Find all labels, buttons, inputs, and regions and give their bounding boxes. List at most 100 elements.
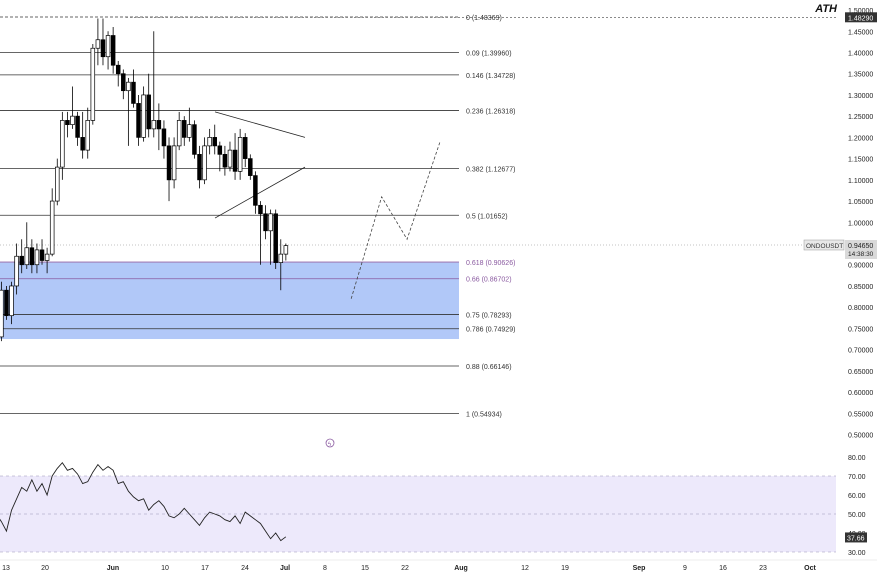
price-tick-label: 0.85000 (848, 284, 873, 291)
candle-body (60, 120, 65, 168)
price-tick-label: 0.90000 (848, 263, 873, 270)
price-tick-label: 1.30000 (848, 93, 873, 100)
fib-label: 0.618 (0.90626) (466, 260, 515, 267)
time-tick-label: 10 (161, 565, 169, 572)
candle-body (80, 137, 85, 151)
candle-body (166, 145, 172, 181)
price-tick-label: 1.35000 (848, 72, 873, 79)
time-tick-label: 15 (361, 565, 369, 572)
candle-body (115, 64, 121, 75)
candle-body (222, 154, 228, 168)
rsi-tick-label: 60.00 (848, 493, 866, 500)
candle-body (126, 81, 131, 92)
time-tick-label: 22 (401, 565, 409, 572)
time-tick-label: Oct (804, 565, 816, 572)
chart-title: ATH (815, 3, 837, 15)
fib-label: 0.146 (1.34728) (466, 73, 515, 80)
candle-body (24, 247, 30, 266)
candle-body (248, 158, 253, 176)
projection-path (350, 141, 441, 299)
candle-body (227, 149, 233, 168)
candle-body (283, 245, 289, 255)
candle-body (131, 81, 136, 104)
time-tick-label: 13 (2, 565, 10, 572)
candle-body (70, 115, 75, 126)
rsi-value-tag (845, 532, 867, 543)
price-tick-label: 1.25000 (848, 114, 873, 121)
ath-price-text: 1.48290 (848, 15, 873, 22)
candle-body (34, 249, 40, 266)
rsi-tick-label: 50.00 (848, 512, 866, 519)
drawings-layer (214, 111, 441, 299)
candle-body (49, 200, 55, 255)
price-tick-label: 0.80000 (848, 305, 873, 312)
time-tick-label: Jun (107, 565, 119, 572)
price-tick-label: 0.65000 (848, 369, 873, 376)
demand-zone (0, 262, 459, 340)
price-tick-label: 1.05000 (848, 199, 873, 206)
candle-body (263, 213, 268, 232)
price-tick-label: 1.15000 (848, 157, 873, 164)
price-tick-label: 0.50000 (848, 433, 873, 440)
candle-body (156, 120, 162, 130)
candles-layer (0, 18, 289, 342)
triangle-upper-line (214, 111, 306, 138)
fib-label: 0.09 (1.39960) (466, 51, 512, 58)
candle-body (39, 249, 45, 261)
candle-body (0, 289, 4, 338)
candle-body (136, 103, 141, 138)
candle-body (278, 253, 284, 263)
candle-body (110, 35, 116, 66)
fib-label: 0.75 (0.78293) (466, 312, 512, 319)
candle-body (14, 255, 19, 287)
candle-body (207, 137, 212, 147)
markers-layer: ϟ (325, 438, 335, 448)
symbol-tag (803, 239, 845, 251)
price-tick-label: 1.20000 (848, 135, 873, 142)
rsi-line (0, 461, 287, 542)
candle-body (141, 94, 146, 138)
price-tick-label: 0.55000 (848, 411, 873, 418)
candle-body (90, 47, 96, 121)
candle-body (29, 247, 35, 266)
candle-body (85, 120, 90, 151)
current-price-tag (845, 240, 877, 259)
price-tick-label: 1.10000 (848, 178, 873, 185)
flash-icon-glyph: ϟ (328, 442, 332, 448)
candle-body (171, 145, 177, 181)
demand-zone-layer (0, 262, 459, 340)
time-tick-label: 17 (201, 565, 209, 572)
fib-label: 0.5 (1.01652) (466, 213, 508, 220)
fib-label: 0.236 (1.26318) (466, 109, 515, 116)
candle-body (176, 120, 182, 147)
candle-body (268, 213, 273, 232)
candle-body (75, 115, 80, 138)
candle-body (4, 289, 9, 317)
time-tick-label: 20 (41, 565, 49, 572)
candle-body (19, 255, 24, 266)
rsi-tick-label: 30.00 (848, 550, 866, 557)
time-tick-label: Aug (454, 565, 468, 572)
time-tick-label: Sep (633, 565, 646, 572)
time-tick-label: 9 (683, 565, 687, 572)
candle-body (151, 120, 157, 130)
candle-body (237, 137, 243, 172)
candle-body (242, 137, 248, 159)
candle-body (9, 285, 14, 317)
time-tick-label: 12 (521, 565, 529, 572)
time-tick-label: 19 (561, 565, 569, 572)
candle-body (44, 253, 50, 261)
fib-label: 0.786 (0.74929) (466, 327, 515, 334)
price-tick-label: 1.50000 (848, 8, 873, 15)
candle-body (192, 124, 197, 155)
time-tick-label: 8 (323, 565, 327, 572)
candle-body (95, 39, 101, 49)
price-tick-label: 1.45000 (848, 29, 873, 36)
symbol-text: ONDOUSDT (806, 243, 843, 250)
candle-body (232, 149, 238, 172)
price-tick-label: 0.60000 (848, 390, 873, 397)
fib-label: 0.88 (0.66146) (466, 364, 512, 371)
price-tick-label: 0.70000 (848, 348, 873, 355)
